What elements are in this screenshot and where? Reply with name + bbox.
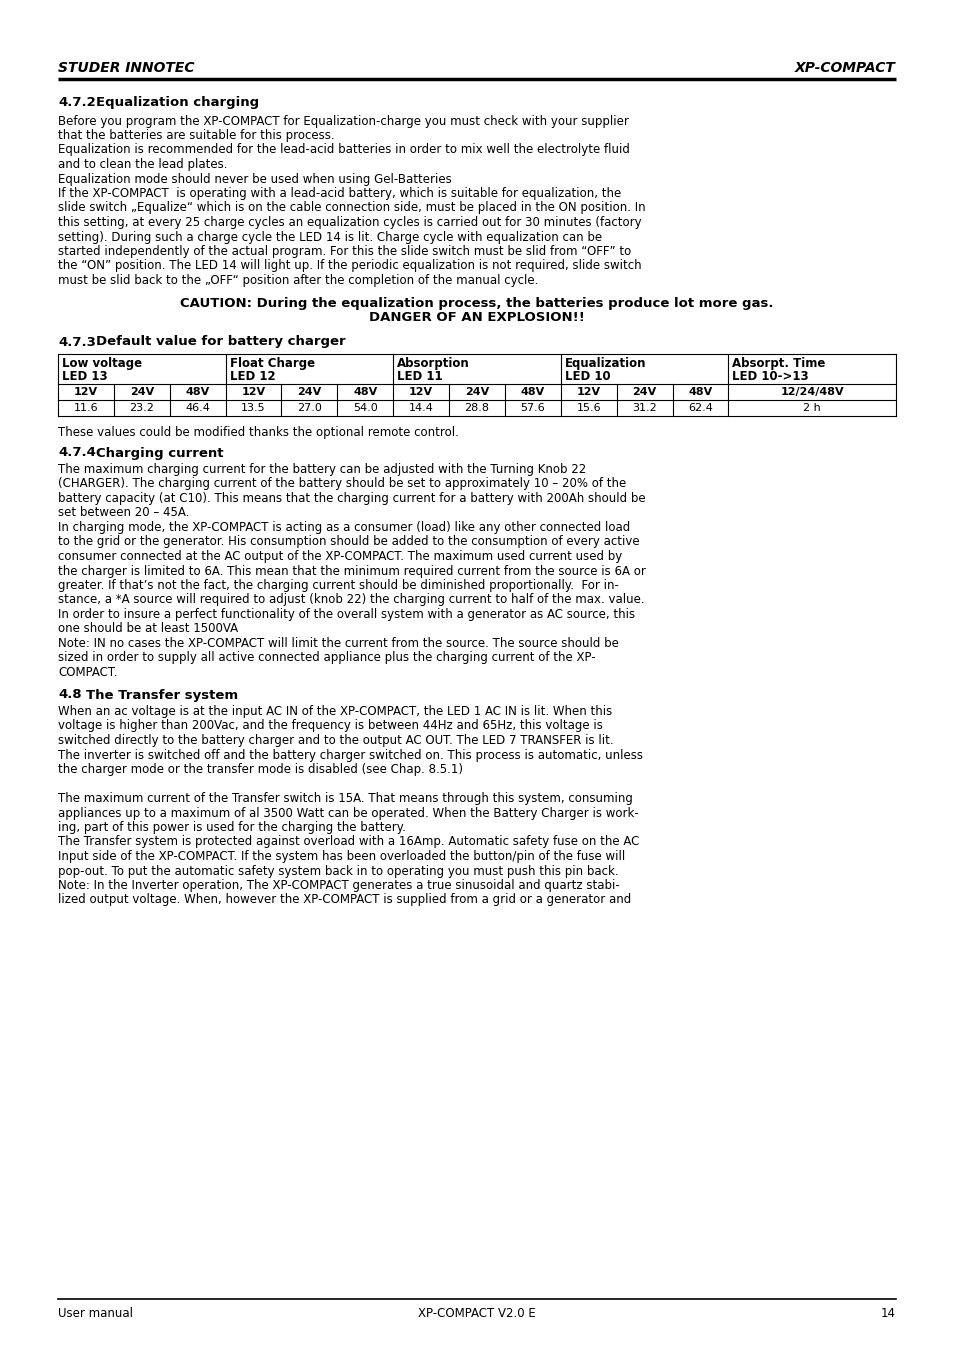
- Text: In charging mode, the XP-COMPACT is acting as a consumer (load) like any other c: In charging mode, the XP-COMPACT is acti…: [58, 521, 630, 534]
- Text: 14: 14: [880, 1306, 895, 1320]
- Text: These values could be modified thanks the optional remote control.: These values could be modified thanks th…: [58, 426, 458, 439]
- Text: 23.2: 23.2: [130, 403, 154, 413]
- Text: 24V: 24V: [130, 386, 153, 397]
- Text: LED 13: LED 13: [62, 370, 108, 382]
- Text: 27.0: 27.0: [296, 403, 321, 413]
- Text: LED 12: LED 12: [230, 370, 274, 382]
- Text: battery capacity (at C10). This means that the charging current for a battery wi: battery capacity (at C10). This means th…: [58, 492, 645, 505]
- Text: 11.6: 11.6: [73, 403, 98, 413]
- Text: 46.4: 46.4: [185, 403, 210, 413]
- Text: The Transfer system: The Transfer system: [86, 689, 238, 701]
- Text: and to clean the lead plates.: and to clean the lead plates.: [58, 158, 227, 172]
- Text: setting). During such a charge cycle the LED 14 is lit. Charge cycle with equali: setting). During such a charge cycle the…: [58, 231, 601, 243]
- Text: started independently of the actual program. For this the slide switch must be s: started independently of the actual prog…: [58, 245, 631, 258]
- Text: 4.7.4: 4.7.4: [58, 446, 95, 459]
- Text: When an ac voltage is at the input AC IN of the XP-COMPACT, the LED 1 AC IN is l: When an ac voltage is at the input AC IN…: [58, 705, 612, 717]
- Text: Default value for battery charger: Default value for battery charger: [96, 335, 345, 349]
- Text: 4.7.3: 4.7.3: [58, 335, 95, 349]
- Text: XP-COMPACT V2.0 E: XP-COMPACT V2.0 E: [417, 1306, 536, 1320]
- Text: the “ON” position. The LED 14 will light up. If the periodic equalization is not: the “ON” position. The LED 14 will light…: [58, 259, 641, 273]
- Text: 24V: 24V: [464, 386, 489, 397]
- Text: Equalization charging: Equalization charging: [96, 96, 259, 109]
- Text: STUDER INNOTEC: STUDER INNOTEC: [58, 61, 194, 76]
- Text: greater. If that’s not the fact, the charging current should be diminished propo: greater. If that’s not the fact, the cha…: [58, 580, 618, 592]
- Text: Equalization is recommended for the lead-acid batteries in order to mix well the: Equalization is recommended for the lead…: [58, 143, 629, 157]
- Text: to the grid or the generator. His consumption should be added to the consumption: to the grid or the generator. His consum…: [58, 535, 639, 549]
- Text: 48V: 48V: [688, 386, 712, 397]
- Text: one should be at least 1500VA: one should be at least 1500VA: [58, 623, 238, 635]
- Text: Input side of the XP-COMPACT. If the system has been overloaded the button/pin o: Input side of the XP-COMPACT. If the sys…: [58, 850, 624, 863]
- Text: 24V: 24V: [632, 386, 656, 397]
- Text: Before you program the XP-COMPACT for Equalization-charge you must check with yo: Before you program the XP-COMPACT for Eq…: [58, 115, 628, 127]
- Text: 28.8: 28.8: [464, 403, 489, 413]
- Text: 15.6: 15.6: [576, 403, 600, 413]
- Text: 12V: 12V: [409, 386, 433, 397]
- Text: COMPACT.: COMPACT.: [58, 666, 117, 680]
- Text: pop-out. To put the automatic safety system back in to operating you must push t: pop-out. To put the automatic safety sys…: [58, 865, 618, 878]
- Text: Low voltage: Low voltage: [62, 357, 142, 370]
- Text: (CHARGER). The charging current of the battery should be set to approximately 10: (CHARGER). The charging current of the b…: [58, 477, 625, 490]
- Text: Note: IN no cases the XP-COMPACT will limit the current from the source. The sou: Note: IN no cases the XP-COMPACT will li…: [58, 638, 618, 650]
- Text: The inverter is switched off and the battery charger switched on. This process i: The inverter is switched off and the bat…: [58, 748, 642, 762]
- Text: Absorpt. Time: Absorpt. Time: [732, 357, 825, 370]
- Text: Absorption: Absorption: [396, 357, 470, 370]
- Text: that the batteries are suitable for this process.: that the batteries are suitable for this…: [58, 128, 335, 142]
- Text: 24V: 24V: [297, 386, 321, 397]
- Text: 31.2: 31.2: [632, 403, 657, 413]
- Text: slide switch „Equalize“ which is on the cable connection side, must be placed in: slide switch „Equalize“ which is on the …: [58, 201, 645, 215]
- Text: the charger is limited to 6A. This mean that the minimum required current from t: the charger is limited to 6A. This mean …: [58, 565, 645, 577]
- Text: 48V: 48V: [353, 386, 377, 397]
- Text: 12/24/48V: 12/24/48V: [780, 386, 843, 397]
- Text: 48V: 48V: [185, 386, 210, 397]
- Text: If the XP-COMPACT  is operating with a lead-acid battery, which is suitable for : If the XP-COMPACT is operating with a le…: [58, 186, 620, 200]
- Text: stance, a *A source will required to adjust (knob 22) the charging current to ha: stance, a *A source will required to adj…: [58, 593, 644, 607]
- Text: set between 20 – 45A.: set between 20 – 45A.: [58, 507, 190, 520]
- Text: XP-COMPACT: XP-COMPACT: [794, 61, 895, 76]
- Text: The maximum current of the Transfer switch is 15A. That means through this syste: The maximum current of the Transfer swit…: [58, 792, 632, 805]
- Text: 12V: 12V: [241, 386, 265, 397]
- Text: LED 11: LED 11: [396, 370, 442, 382]
- Text: ing, part of this power is used for the charging the battery.: ing, part of this power is used for the …: [58, 821, 405, 834]
- Text: 4.7.2: 4.7.2: [58, 96, 95, 109]
- Text: Float Charge: Float Charge: [230, 357, 314, 370]
- Text: appliances up to a maximum of al 3500 Watt can be operated. When the Battery Cha: appliances up to a maximum of al 3500 Wa…: [58, 807, 639, 820]
- Text: sized in order to supply all active connected appliance plus the charging curren: sized in order to supply all active conn…: [58, 651, 595, 665]
- Text: 48V: 48V: [520, 386, 544, 397]
- Text: The maximum charging current for the battery can be adjusted with the Turning Kn: The maximum charging current for the bat…: [58, 463, 586, 476]
- Text: 4.8: 4.8: [58, 689, 82, 701]
- Text: 57.6: 57.6: [520, 403, 545, 413]
- Text: 12V: 12V: [73, 386, 98, 397]
- Text: 62.4: 62.4: [687, 403, 712, 413]
- Text: consumer connected at the AC output of the XP-COMPACT. The maximum used current : consumer connected at the AC output of t…: [58, 550, 621, 563]
- Text: 12V: 12V: [576, 386, 600, 397]
- Text: 14.4: 14.4: [408, 403, 433, 413]
- Text: 13.5: 13.5: [241, 403, 266, 413]
- Text: LED 10: LED 10: [564, 370, 610, 382]
- Text: lized output voltage. When, however the XP-COMPACT is supplied from a grid or a : lized output voltage. When, however the …: [58, 893, 631, 907]
- Text: The Transfer system is protected against overload with a 16Amp. Automatic safety: The Transfer system is protected against…: [58, 835, 639, 848]
- Text: Charging current: Charging current: [96, 446, 223, 459]
- Text: must be slid back to the „OFF“ position after the completion of the manual cycle: must be slid back to the „OFF“ position …: [58, 274, 537, 286]
- Text: Equalization: Equalization: [564, 357, 645, 370]
- Text: voltage is higher than 200Vac, and the frequency is between 44Hz and 65Hz, this : voltage is higher than 200Vac, and the f…: [58, 720, 602, 732]
- Text: the charger mode or the transfer mode is disabled (see Chap. 8.5.1): the charger mode or the transfer mode is…: [58, 763, 462, 775]
- Text: this setting, at every 25 charge cycles an equalization cycles is carried out fo: this setting, at every 25 charge cycles …: [58, 216, 641, 230]
- Text: User manual: User manual: [58, 1306, 132, 1320]
- Text: Equalization mode should never be used when using Gel-Batteries: Equalization mode should never be used w…: [58, 173, 452, 185]
- Text: LED 10->13: LED 10->13: [732, 370, 808, 382]
- Text: In order to insure a perfect functionality of the overall system with a generato: In order to insure a perfect functionali…: [58, 608, 635, 621]
- Text: DANGER OF AN EXPLOSION!!: DANGER OF AN EXPLOSION!!: [369, 311, 584, 324]
- Text: 54.0: 54.0: [353, 403, 377, 413]
- Text: 2 h: 2 h: [802, 403, 821, 413]
- Text: CAUTION: During the equalization process, the batteries produce lot more gas.: CAUTION: During the equalization process…: [180, 296, 773, 309]
- Text: Note: In the Inverter operation, The XP-COMPACT generates a true sinusoidal and : Note: In the Inverter operation, The XP-…: [58, 880, 619, 892]
- Text: switched directly to the battery charger and to the output AC OUT. The LED 7 TRA: switched directly to the battery charger…: [58, 734, 613, 747]
